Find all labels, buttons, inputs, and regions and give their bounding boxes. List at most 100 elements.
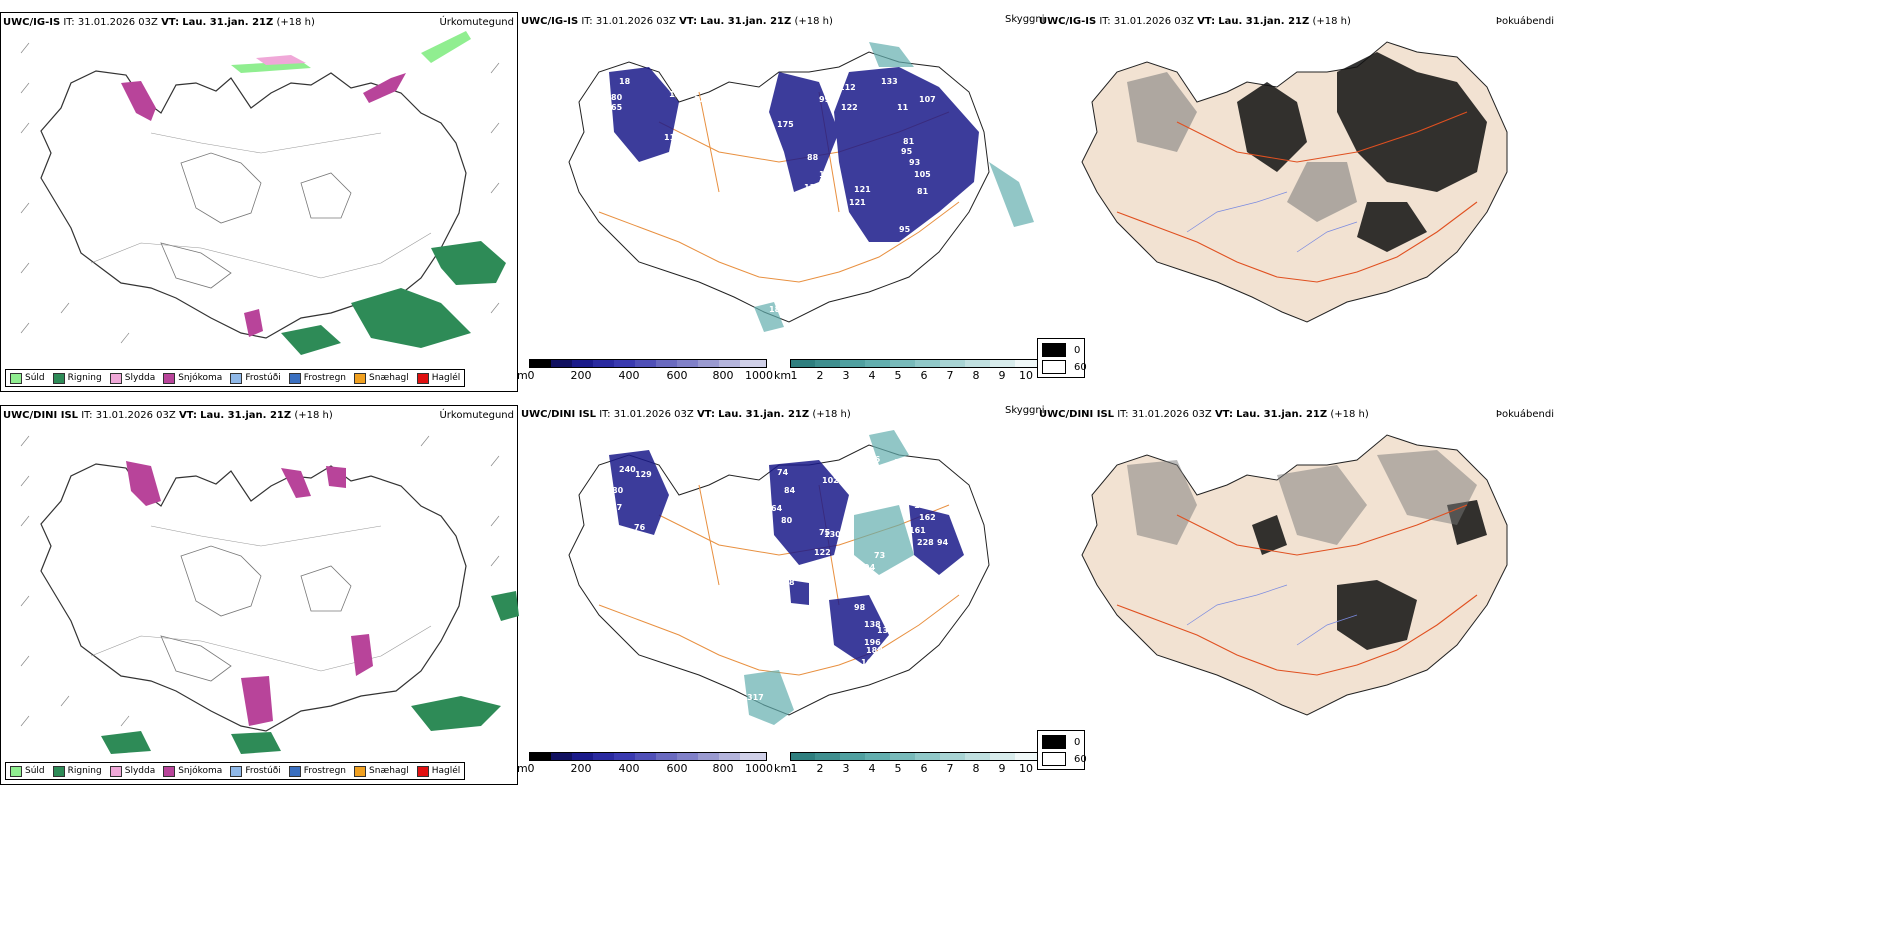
visibility-value-label: 138 bbox=[864, 620, 881, 629]
field-name: Skyggni bbox=[1005, 405, 1045, 416]
fog-grey bbox=[1127, 450, 1477, 545]
snow-area bbox=[121, 81, 156, 121]
visibility-value-label: 165 bbox=[861, 658, 878, 667]
fog-legend-item: 60 bbox=[1042, 360, 1087, 374]
field-name: Úrkomutegund bbox=[439, 410, 514, 421]
precip-type-panel-2: UWC/DINI ISL IT: 31.01.2026 03Z VT: Lau.… bbox=[0, 405, 519, 785]
visibility-value-label: 189 bbox=[764, 192, 781, 201]
panel-header: UWC/DINI ISL IT: 31.01.2026 03Z VT: Lau.… bbox=[3, 410, 333, 421]
visibility-value-label: 96 bbox=[869, 455, 881, 464]
visibility-value-label: 135 bbox=[634, 443, 651, 452]
visibility-map-1 bbox=[568, 42, 1034, 332]
panel-header: UWC/DINI ISL IT: 31.01.2026 03Z VT: Lau.… bbox=[1039, 409, 1369, 420]
colorbar-unit: km bbox=[774, 369, 792, 382]
legend-item: Frostregn bbox=[288, 765, 346, 777]
snow-area bbox=[241, 634, 373, 726]
visibility-value-label: 88 bbox=[807, 153, 819, 162]
visibility-value-label: 97 bbox=[611, 503, 622, 512]
roads bbox=[90, 132, 432, 279]
roads bbox=[1116, 111, 1478, 283]
visibility-value-label: 81 bbox=[917, 187, 929, 196]
visibility-value-label: 64 bbox=[771, 504, 783, 513]
panel-header: UWC/IG-IS IT: 31.01.2026 03Z VT: Lau. 31… bbox=[521, 16, 833, 27]
visibility-value-label: 123 bbox=[859, 486, 876, 495]
visibility-map-2 bbox=[568, 430, 990, 725]
visibility-value-label: 102 bbox=[822, 476, 839, 485]
interior-contour bbox=[160, 152, 352, 289]
legend-item: Rigning bbox=[52, 765, 102, 777]
snow-area bbox=[244, 309, 263, 337]
coastline bbox=[40, 70, 467, 339]
visibility-value-label: 8 bbox=[789, 578, 795, 587]
wind-barbs bbox=[20, 435, 500, 727]
visibility-value-label: 122 bbox=[814, 548, 831, 557]
visibility-value-label: 188 bbox=[866, 646, 883, 655]
fog-map-1 bbox=[1081, 41, 1508, 323]
visibility-fill bbox=[609, 450, 964, 665]
visibility-value-label: 94 bbox=[864, 563, 876, 572]
visibility-value-label: 121 bbox=[694, 95, 711, 104]
visibility-value-label: 121 bbox=[854, 185, 871, 194]
visibility-value-label: 111 bbox=[914, 501, 931, 510]
rivers bbox=[1186, 191, 1358, 253]
visibility-value-label: 18 bbox=[619, 77, 631, 86]
field-name: Skyggni bbox=[1005, 14, 1045, 25]
colorbar-unit: m bbox=[517, 369, 528, 382]
legend-item: Rigning bbox=[52, 372, 102, 384]
visibility-value-label: 133 bbox=[881, 77, 898, 86]
snow-area bbox=[126, 461, 161, 506]
fog-grey bbox=[1127, 72, 1357, 222]
legend-item: Súld bbox=[10, 765, 45, 777]
snow-area bbox=[363, 73, 406, 103]
fog-panel-1: UWC/IG-IS IT: 31.01.2026 03Z VT: Lau. 31… bbox=[1037, 12, 1557, 392]
visibility-value-label: 161 bbox=[909, 526, 926, 535]
visibility-value-label: 317 bbox=[747, 693, 764, 702]
visibility-value-label: 80 bbox=[781, 516, 793, 525]
visibility-value-label: 122 bbox=[841, 103, 858, 112]
rivers bbox=[1186, 584, 1358, 646]
visibility-value-label: 135 bbox=[804, 183, 821, 192]
fog-map-2 bbox=[1081, 434, 1508, 716]
visibility-value-label: 187 bbox=[669, 90, 686, 99]
visibility-panel-2: 135 240 129 80 97 76 74 84 64 80 75 130 122 102 108 123… bbox=[517, 405, 1038, 785]
visibility-value-label: 240 bbox=[619, 465, 636, 474]
fog-legend-1: 0 60 bbox=[1037, 338, 1087, 378]
rain-area bbox=[281, 241, 506, 355]
fog-legend-item: 0 bbox=[1042, 735, 1080, 749]
visibility-value-label: 99 bbox=[819, 95, 831, 104]
visibility-value-label: 175 bbox=[777, 120, 794, 129]
fog-dark bbox=[1237, 52, 1487, 252]
legend-item: Snjókoma bbox=[163, 765, 222, 777]
visibility-value-label: 74 bbox=[777, 468, 789, 477]
visibility-value-label: 63 bbox=[676, 148, 687, 157]
visibility-value-label: 73 bbox=[874, 551, 885, 560]
visibility-value-label: 94 bbox=[937, 538, 949, 547]
visibility-value-label: 96 bbox=[939, 573, 951, 582]
roads bbox=[1116, 504, 1478, 676]
visibility-fill-teal bbox=[744, 430, 914, 725]
visibility-value-label: 80 bbox=[612, 486, 624, 495]
visibility-colorbar-swatches bbox=[790, 752, 1038, 761]
visibility-fill bbox=[609, 67, 979, 242]
legend-item: Haglél bbox=[416, 372, 460, 384]
visibility-value-label: 81 bbox=[903, 137, 915, 146]
colorbar-unit: km bbox=[774, 762, 792, 775]
legend-item: Haglél bbox=[416, 765, 460, 777]
coastline bbox=[568, 51, 990, 323]
visibility-value-label: 84 bbox=[784, 486, 796, 495]
visibility-value-label: 196 bbox=[864, 638, 881, 647]
colorbar-unit: m bbox=[517, 762, 528, 775]
visibility-value-label: 107 bbox=[919, 95, 936, 104]
visibility-value-label: 105 bbox=[914, 170, 931, 179]
legend-item: Frostregn bbox=[288, 372, 346, 384]
field-name: Úrkomutegund bbox=[439, 17, 514, 28]
visibility-value-label: 93 bbox=[909, 158, 920, 167]
visibility-value-label: 80 bbox=[611, 93, 623, 102]
roads bbox=[90, 525, 432, 672]
visibility-value-label: 108 bbox=[846, 474, 863, 483]
precip-legend: Súld Rigning Slydda Snjókoma Frostúði Fr… bbox=[5, 762, 466, 780]
wind-barbs bbox=[20, 42, 500, 344]
visibility-value-label: 100 bbox=[894, 458, 911, 467]
